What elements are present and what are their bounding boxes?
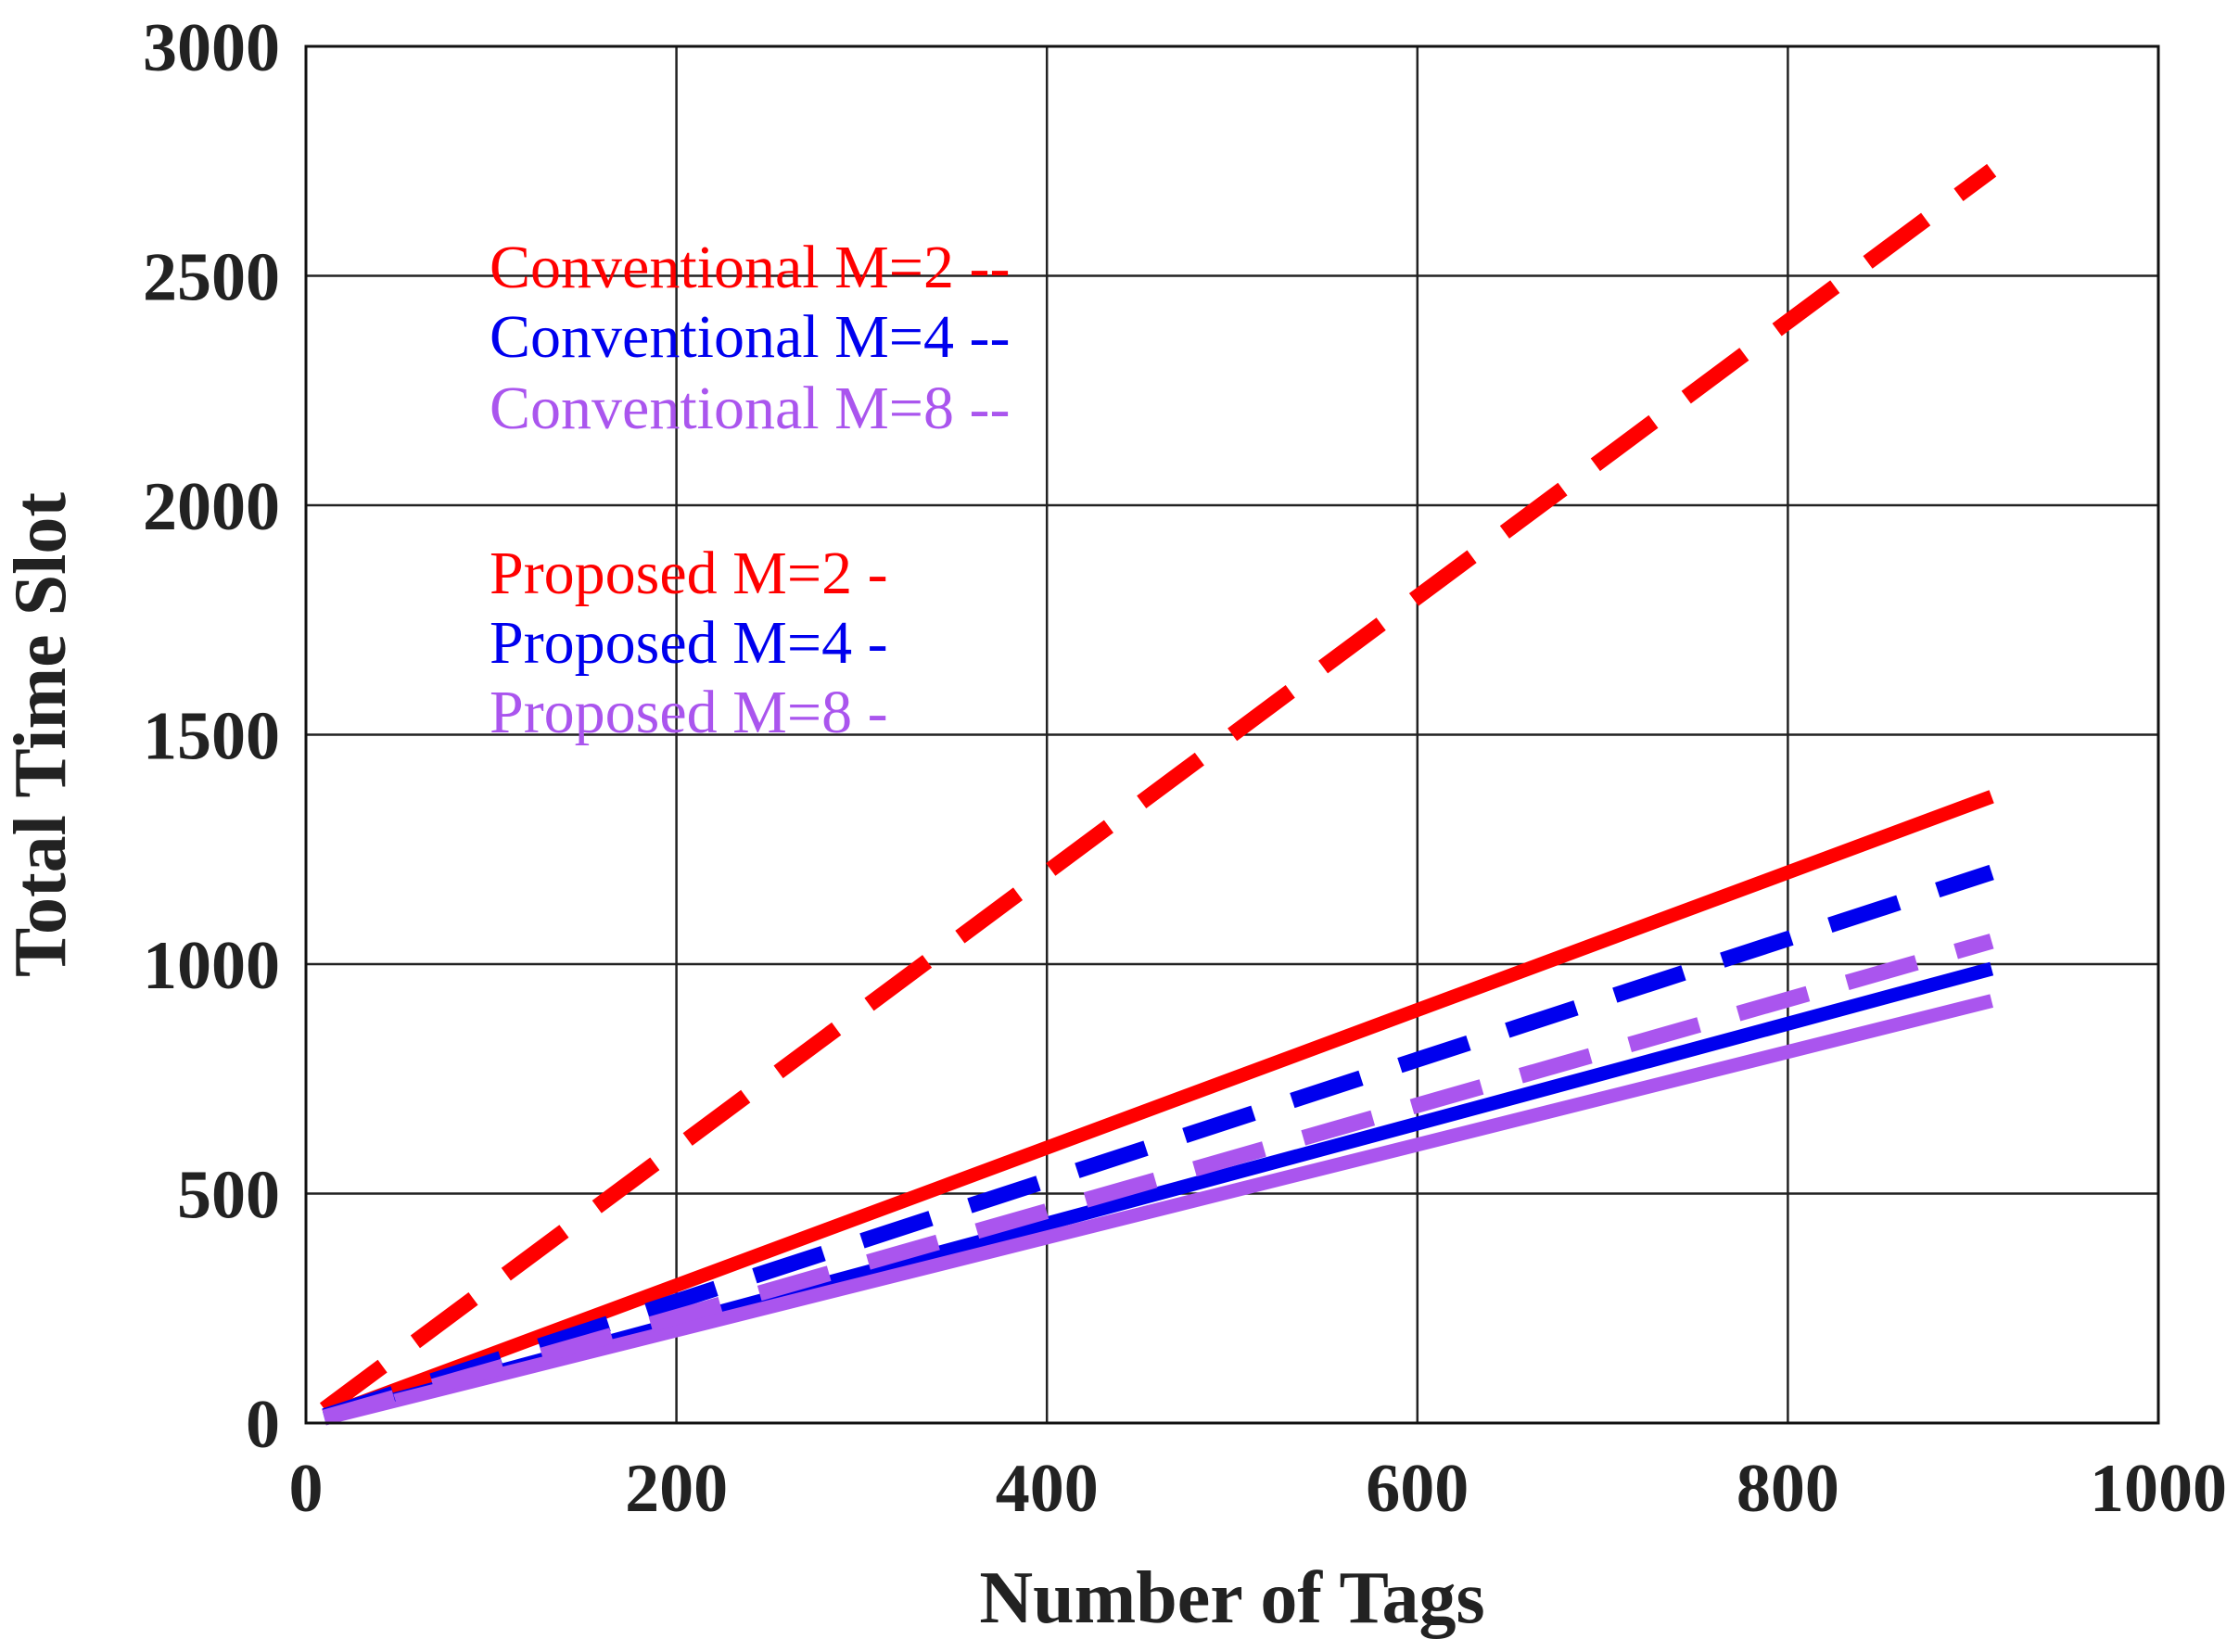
x-axis-label: Number of Tags [979,1557,1484,1639]
legend-entry-proposed-m-8: Proposed M=8 - [490,679,888,746]
legend-entry-proposed-m-2: Proposed M=2 - [490,540,888,607]
x-tick-label: 1000 [2090,1451,2227,1527]
x-tick-label: 600 [1366,1451,1469,1527]
legend-entry-conventional-m-4: Conventional M=4 -- [490,303,1010,371]
y-tick-label: 2000 [143,469,280,545]
series-line-conventional-m-8 [322,934,1994,1426]
x-tick-label: 800 [1736,1451,1839,1527]
y-tick-label: 1000 [143,928,280,1004]
x-tick-label: 0 [289,1451,324,1527]
y-axis-label: Total Time Slot [0,492,82,977]
series-line-proposed-m-8 [323,994,1994,1426]
y-tick-label: 0 [246,1387,280,1463]
x-tick-label: 400 [996,1451,1099,1527]
y-tick-label: 1500 [143,699,280,775]
x-axis-ticks: 0 200 400 600 800 1000 [289,1451,2228,1527]
legend-entry-proposed-m-4: Proposed M=4 - [490,609,888,677]
y-tick-label: 2500 [143,240,280,316]
plot-frame [304,44,2160,1425]
series-line-conventional-m-4 [322,864,1994,1424]
y-tick-label: 500 [177,1158,280,1234]
y-axis-ticks: 0 500 1000 1500 2000 2500 3000 [143,10,280,1463]
y-tick-label: 3000 [143,10,280,86]
x-tick-label: 200 [625,1451,728,1527]
series-line-proposed-m-2 [322,790,1994,1423]
series-line-conventional-m-2 [319,163,1997,1416]
legend-entry-conventional-m-8: Conventional M=8 -- [490,375,1010,442]
series-lines [319,163,1997,1426]
legend-entry-conventional-m-2: Conventional M=2 -- [490,234,1010,301]
legend: Conventional M=2 --Conventional M=4 --Co… [490,234,1010,746]
